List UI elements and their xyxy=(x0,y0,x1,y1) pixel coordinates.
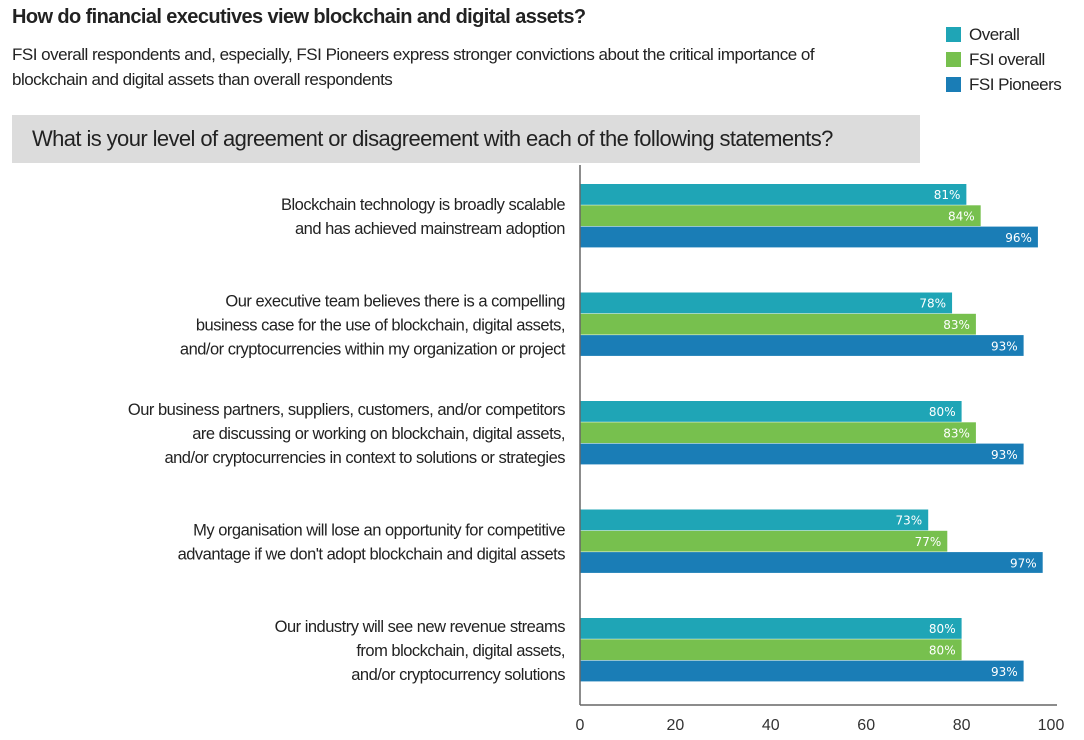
data-label: 81% xyxy=(934,188,961,202)
data-label: 93% xyxy=(991,448,1018,462)
category-label: advantage if we don't adopt blockchain a… xyxy=(178,545,566,563)
category-label: from blockchain, digital assets, xyxy=(356,642,565,660)
data-label: 96% xyxy=(1005,231,1032,245)
legend: Overall FSI overall FSI Pioneers xyxy=(946,22,1062,97)
category-label: and/or cryptocurrencies in context to so… xyxy=(164,449,565,467)
category-label: are discussing or working on blockchain,… xyxy=(192,425,565,443)
category-label: Our business partners, suppliers, custom… xyxy=(128,401,565,419)
bar xyxy=(580,660,1024,682)
x-tick-label: 20 xyxy=(667,717,685,734)
data-label: 83% xyxy=(943,318,970,332)
chart-subtitle: FSI overall respondents and, especially,… xyxy=(12,45,815,89)
bar xyxy=(580,618,962,639)
bar xyxy=(580,184,967,205)
bar xyxy=(580,443,1024,465)
bar xyxy=(580,335,1024,356)
question-banner: What is your level of agreement or disag… xyxy=(12,115,920,163)
legend-item-fsi-pioneers: FSI Pioneers xyxy=(946,72,1062,97)
bar xyxy=(580,509,929,531)
x-tick-label: 80 xyxy=(953,717,971,734)
legend-swatch xyxy=(946,77,961,92)
x-tick-label: 40 xyxy=(762,717,780,734)
data-label: 97% xyxy=(1010,556,1037,570)
data-label: 77% xyxy=(915,535,942,549)
legend-label: FSI Pioneers xyxy=(969,74,1062,94)
data-label: 84% xyxy=(948,209,975,223)
category-label: and/or cryptocurrency solutions xyxy=(351,666,565,684)
data-label: 78% xyxy=(919,297,946,311)
data-label: 80% xyxy=(929,405,956,419)
bar xyxy=(580,292,953,314)
bar xyxy=(580,313,976,335)
x-tick-label: 0 xyxy=(576,717,585,734)
bar xyxy=(580,552,1043,573)
data-label: 93% xyxy=(991,665,1018,679)
bar xyxy=(580,226,1038,248)
category-label: and has achieved mainstream adoption xyxy=(295,220,565,238)
bar xyxy=(580,639,962,661)
bar xyxy=(580,530,948,552)
x-tick-label: 60 xyxy=(857,717,875,734)
bar xyxy=(580,422,976,444)
x-tick-label: 100 xyxy=(1038,717,1065,734)
legend-label: FSI overall xyxy=(969,49,1045,69)
data-label: 93% xyxy=(991,339,1018,353)
legend-swatch xyxy=(946,52,961,67)
legend-item-fsi-overall: FSI overall xyxy=(946,47,1061,72)
legend-swatch xyxy=(946,27,961,42)
category-label: and/or cryptocurrencies within my organi… xyxy=(180,340,566,358)
legend-label: Overall xyxy=(969,24,1020,44)
bar xyxy=(580,205,981,227)
bar xyxy=(580,401,962,422)
question-text: What is your level of agreement or disag… xyxy=(32,126,833,151)
category-label: Blockchain technology is broadly scalabl… xyxy=(281,196,565,214)
data-label: 80% xyxy=(929,622,956,636)
category-label: business case for the use of blockchain,… xyxy=(196,316,565,334)
data-label: 83% xyxy=(943,426,970,440)
data-label: 80% xyxy=(929,643,956,657)
category-label: Our industry will see new revenue stream… xyxy=(275,618,566,636)
category-label: Our executive team believes there is a c… xyxy=(225,292,565,310)
data-label: 73% xyxy=(896,514,923,528)
category-label: My organisation will lose an opportunity… xyxy=(193,521,565,539)
legend-item-overall: Overall xyxy=(946,22,1061,47)
chart-title: How do financial executives view blockch… xyxy=(12,6,586,28)
